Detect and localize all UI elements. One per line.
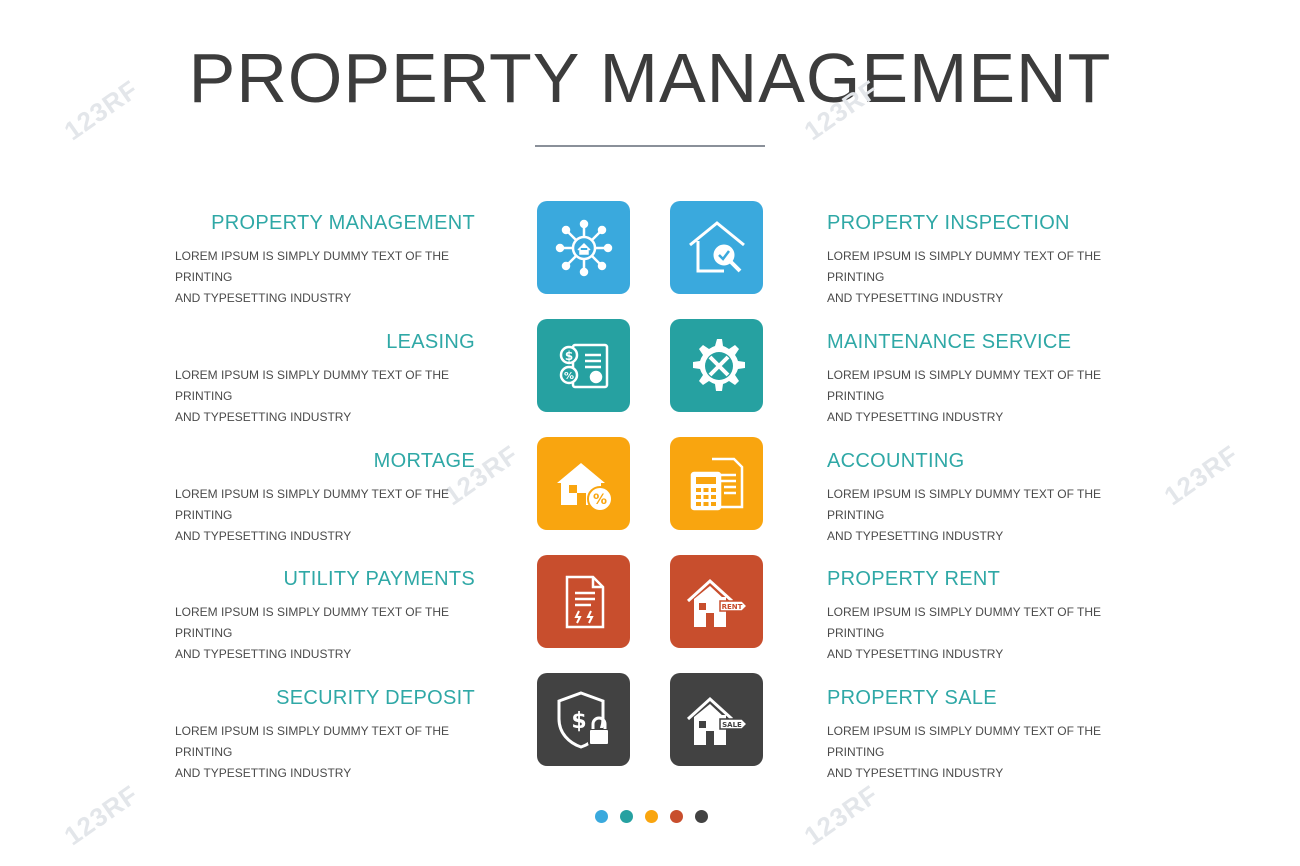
tile-leasing: $ % (537, 319, 630, 412)
svg-text:$: $ (564, 349, 572, 363)
gear-tools-icon (692, 338, 745, 391)
item-property-rent: PROPERTY RENT Lorem ipsum is simply dumm… (827, 567, 1127, 665)
calculator-document-icon (690, 457, 743, 510)
dot-teal (620, 810, 633, 823)
dot-blue (595, 810, 608, 823)
page-title: PROPERTY MANAGEMENT (188, 39, 1112, 117)
item-desc: Lorem ipsum is simply dummy text of the … (175, 724, 450, 780)
svg-text:$: $ (571, 709, 586, 734)
house-inspection-icon (688, 220, 745, 272)
dot-rust (670, 810, 683, 823)
tile-property-rent: RENT (670, 555, 763, 648)
rent-sign-label: RENT (721, 603, 742, 611)
tile-property-inspection (670, 201, 763, 294)
tile-accounting (670, 437, 763, 530)
house-rent-sign-icon: RENT (686, 578, 748, 627)
dot-dark (695, 810, 708, 823)
item-property-management: PROPERTY MANAGEMENT Lorem ipsum is simpl… (175, 211, 475, 309)
tile-utility-payments (537, 555, 630, 648)
item-title: PROPERTY RENT (827, 568, 1001, 590)
item-accounting: ACCOUNTING Lorem ipsum is simply dummy t… (827, 449, 1127, 547)
tile-property-management (537, 201, 630, 294)
item-title: MAINTENANCE SERVICE (827, 331, 1072, 353)
item-title: PROPERTY MANAGEMENT (211, 212, 475, 234)
item-desc: Lorem ipsum is simply dummy text of the … (175, 605, 450, 661)
item-security-deposit: SECURITY DEPOSIT Lorem ipsum is simply d… (175, 686, 475, 784)
shield-dollar-lock-icon: $ (557, 690, 610, 749)
certificate-money-icon: $ % (559, 343, 608, 388)
network-house-icon (555, 219, 612, 276)
tile-security-deposit: $ (537, 673, 630, 766)
item-property-sale: PROPERTY SALE Lorem ipsum is simply dumm… (827, 686, 1127, 784)
tile-mortage: % (537, 437, 630, 530)
tile-property-sale: SALE (670, 673, 763, 766)
item-utility-payments: UTILITY PAYMENTS Lorem ipsum is simply d… (175, 567, 475, 665)
tile-maintenance-service (670, 319, 763, 412)
item-title: PROPERTY INSPECTION (827, 212, 1070, 234)
sale-sign-label: SALE (722, 721, 742, 729)
watermark: 123RF (798, 778, 884, 852)
item-title: PROPERTY SALE (827, 687, 997, 709)
item-maintenance-service: MAINTENANCE SERVICE Lorem ipsum is simpl… (827, 330, 1127, 428)
item-desc: Lorem ipsum is simply dummy text of the … (175, 368, 450, 424)
title-divider (535, 145, 765, 147)
item-title: ACCOUNTING (827, 450, 965, 472)
item-leasing: LEASING Lorem ipsum is simply dummy text… (175, 330, 475, 428)
house-sale-sign-icon: SALE (686, 696, 748, 745)
utility-bill-icon (565, 575, 604, 628)
item-desc: Lorem ipsum is simply dummy text of the … (827, 368, 1102, 424)
color-dots (595, 810, 708, 823)
item-title: LEASING (386, 331, 475, 353)
item-desc: Lorem ipsum is simply dummy text of the … (175, 487, 450, 543)
item-desc: Lorem ipsum is simply dummy text of the … (827, 724, 1102, 780)
item-mortage: MORTAGE Lorem ipsum is simply dummy text… (175, 449, 475, 547)
item-desc: Lorem ipsum is simply dummy text of the … (827, 249, 1102, 305)
item-title: UTILITY PAYMENTS (283, 568, 475, 590)
item-desc: Lorem ipsum is simply dummy text of the … (827, 605, 1102, 661)
item-title: SECURITY DEPOSIT (276, 687, 475, 709)
item-title: MORTAGE (373, 450, 475, 472)
item-desc: Lorem ipsum is simply dummy text of the … (175, 249, 450, 305)
item-desc: Lorem ipsum is simply dummy text of the … (827, 487, 1102, 543)
watermark: 123RF (1158, 438, 1244, 512)
dot-orange (645, 810, 658, 823)
watermark: 123RF (58, 778, 144, 852)
svg-text:%: % (592, 492, 606, 508)
house-percent-icon: % (556, 462, 613, 512)
item-property-inspection: PROPERTY INSPECTION Lorem ipsum is simpl… (827, 211, 1127, 309)
svg-text:%: % (563, 371, 573, 382)
